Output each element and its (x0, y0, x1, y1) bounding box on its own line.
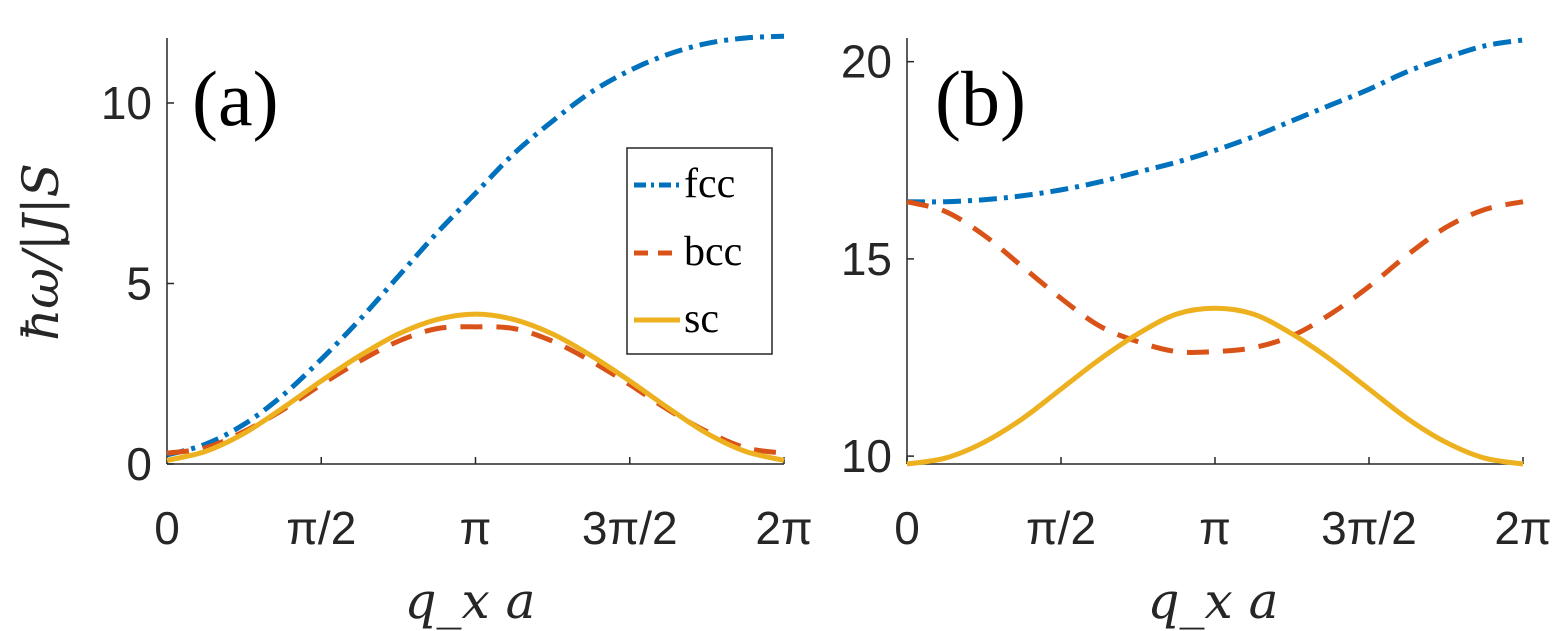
panel-a-y-tick-label: 0 (126, 438, 152, 490)
panel-b-series-sc (906, 305, 1524, 467)
panel-a-label: (a) (192, 55, 279, 142)
panel-b: 0 π/2 π 3π/2 2π 10 15 20 (b) q_x a (841, 36, 1552, 630)
panel-a-x-tick-label: π/2 (286, 502, 356, 554)
panel-b-x-tick-label: π/2 (1026, 502, 1096, 554)
legend-label-sc: sc (684, 296, 719, 342)
panel-b-y-tick-label: 15 (841, 233, 892, 285)
legend-label-bcc: bcc (684, 229, 742, 275)
panel-a-ylabel: ħω/|J|S (12, 163, 70, 341)
panel-a-x-tick-label: 2π (755, 502, 812, 554)
panel-b-xlabel: q_x a (1148, 572, 1279, 630)
panel-b-y-tick-label: 10 (841, 430, 892, 482)
panel-a-xlabel: q_x a (405, 572, 536, 630)
panel-b-label: (b) (935, 55, 1026, 142)
panel-b-x-tick-label: 0 (894, 502, 920, 554)
panel-a-x-tick-label: π (460, 502, 492, 554)
panel-b-plot: 0 π/2 π 3π/2 2π 10 15 20 (841, 36, 1552, 554)
panel-a-plot: 0 π/2 π 3π/2 2π 0 5 10 (101, 33, 813, 554)
panel-a: 0 π/2 π 3π/2 2π 0 5 10 (a) ħω/|J|S q_x a fcc bc… (12, 33, 813, 630)
panel-a-x-tick-label: 0 (154, 502, 180, 554)
panel-a-series-fcc (166, 33, 785, 458)
panel-b-x-tick-label: 2π (1494, 502, 1551, 554)
panel-a-y-tick-label: 10 (101, 77, 152, 129)
panel-a-y-tick-label: 5 (126, 257, 152, 309)
panel-a-series-sc (166, 311, 785, 463)
panel-b-x-tick-label: π (1199, 502, 1231, 554)
panel-b-x-tick-label: 3π/2 (1321, 502, 1417, 554)
legend: fcc bcc sc (626, 147, 773, 355)
panel-a-x-tick-label: 3π/2 (582, 502, 678, 554)
panel-b-y-tick-label: 20 (841, 36, 892, 88)
legend-label-fcc: fcc (684, 161, 735, 207)
panel-b-series-bcc (906, 199, 1524, 355)
panel-b-series-fcc (906, 37, 1524, 205)
